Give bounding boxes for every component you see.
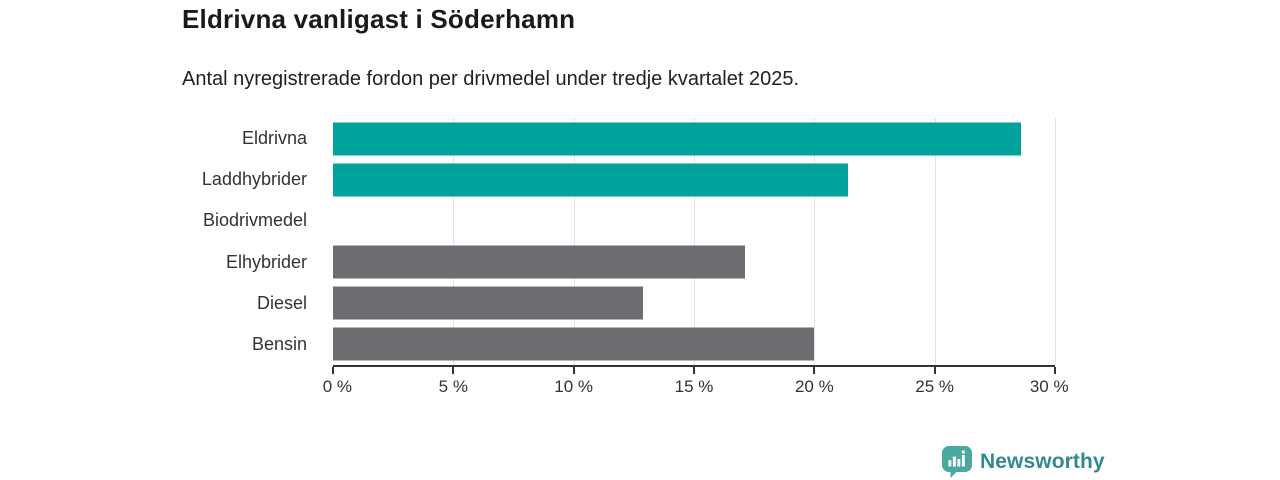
bar-row bbox=[333, 200, 1055, 241]
badge-bars-glyph bbox=[948, 450, 965, 467]
x-axis-tick bbox=[332, 367, 334, 374]
category-label: Eldrivna bbox=[241, 128, 307, 149]
bar-row bbox=[333, 118, 1055, 159]
chart-subtitle: Antal nyregistrerade fordon per drivmede… bbox=[182, 68, 800, 90]
x-axis-tick-label: 15 % bbox=[674, 377, 714, 396]
brand-name: Newsworthy bbox=[980, 450, 1105, 473]
category-label: Biodrivmedel bbox=[202, 210, 307, 231]
bar-laddhybrider bbox=[333, 163, 849, 197]
x-axis-tick-label: 25 % bbox=[915, 377, 955, 396]
bar-diesel bbox=[333, 286, 644, 320]
newsworthy-bar-chart-badge-icon bbox=[942, 446, 972, 478]
category-labels: Eldrivna Laddhybrider Biodrivmedel Elhybrid… bbox=[0, 118, 320, 365]
gridline bbox=[694, 118, 695, 365]
bar-row bbox=[333, 324, 1055, 365]
bar-row bbox=[333, 242, 1055, 283]
gridline bbox=[1055, 118, 1056, 365]
x-axis-tick-label: 30 % bbox=[1029, 377, 1069, 396]
bar-row bbox=[333, 283, 1055, 324]
plot-area bbox=[333, 118, 1056, 365]
x-axis-tick-label: 10 % bbox=[554, 377, 594, 396]
x-axis-tick bbox=[572, 367, 575, 374]
bar-elhybrider bbox=[333, 245, 745, 279]
x-axis-tick-label: 0 % bbox=[322, 377, 353, 396]
x-axis-tick bbox=[933, 367, 936, 374]
bar-row bbox=[333, 159, 1055, 200]
gridline bbox=[573, 118, 575, 365]
chart-title: Eldrivna vanligast i Söderhamn bbox=[182, 4, 576, 34]
brand-footer: Newsworthy bbox=[942, 446, 1105, 478]
gridline bbox=[814, 118, 816, 365]
category-label: Bensin bbox=[251, 333, 307, 354]
x-axis: 0 % 5 % 10 % 15 % 20 % 25 % 30 % bbox=[323, 365, 1069, 399]
category-label: Elhybrider bbox=[225, 251, 307, 272]
gridline bbox=[453, 118, 455, 365]
x-axis-tick-label: 20 % bbox=[794, 377, 834, 396]
x-axis-tick bbox=[693, 367, 695, 374]
category-label: Laddhybrider bbox=[201, 169, 307, 190]
x-axis-tick bbox=[1054, 367, 1056, 374]
badge-bubble-shape bbox=[942, 446, 972, 478]
x-axis-tick bbox=[813, 367, 816, 374]
category-label: Diesel bbox=[256, 292, 307, 313]
x-axis-tick bbox=[452, 367, 455, 374]
x-axis-tick-label: 5 % bbox=[438, 377, 468, 396]
gridline bbox=[934, 118, 936, 365]
bar-eldrivna bbox=[333, 122, 1022, 156]
bar-bensin bbox=[333, 327, 815, 361]
